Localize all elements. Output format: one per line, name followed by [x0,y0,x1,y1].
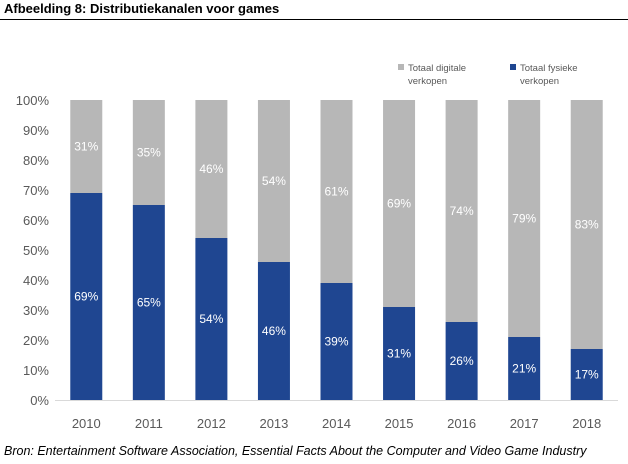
x-tick-label: 2014 [322,416,351,431]
bar-physical [445,322,478,400]
bar-physical [257,262,290,400]
data-label-physical: 54% [199,312,223,326]
legend-label: verkopen [520,76,559,87]
y-tick-label: 70% [23,183,49,198]
bar-digital [257,100,290,262]
y-tick-label: 30% [23,303,49,318]
legend-swatch-digital [398,64,404,70]
y-tick-label: 40% [23,273,49,288]
data-label-physical: 17% [575,368,599,382]
bar-digital [570,100,603,349]
bar-digital [383,100,416,307]
bar-physical [320,283,353,400]
data-label-digital: 69% [387,197,411,211]
y-tick-label: 50% [23,243,49,258]
figure-title: Afbeelding 8: Distributiekanalen voor ga… [4,1,280,16]
data-label-digital: 54% [262,174,286,188]
x-tick-label: 2010 [72,416,101,431]
bar-physical [132,205,165,400]
x-tick-label: 2011 [135,416,163,431]
y-tick-label: 100% [16,93,50,108]
data-label-digital: 83% [575,218,599,232]
bar-digital [195,100,228,238]
legend-swatch-physical [510,64,516,70]
x-tick-label: 2012 [197,416,226,431]
data-label-digital: 79% [512,212,536,226]
data-label-digital: 46% [199,162,223,176]
x-tick-label: 2017 [510,416,539,431]
x-tick-label: 2015 [385,416,414,431]
data-label-digital: 35% [137,146,161,160]
bar-digital [320,100,353,283]
y-tick-label: 0% [30,393,49,408]
source-note: Bron: Entertainment Software Association… [4,444,587,458]
bar-digital [445,100,478,322]
data-label-physical: 69% [74,290,98,304]
legend-label: verkopen [408,76,447,87]
y-tick-label: 90% [23,123,49,138]
data-label-physical: 46% [262,324,286,338]
data-label-physical: 39% [324,335,348,349]
bar-digital [132,100,165,205]
y-tick-label: 10% [23,363,49,378]
bar-physical [508,337,541,400]
bar-digital [508,100,541,337]
data-label-physical: 31% [387,347,411,361]
bar-physical [570,349,603,400]
data-label-digital: 31% [74,140,98,154]
x-tick-label: 2016 [447,416,476,431]
stacked-bar-chart: 0% 10% 20% 30% 40% 50% 60% 70% 80% 90% 100% 69% 31% 2… [16,63,618,431]
bar-physical [383,307,416,400]
bar-digital [70,100,103,193]
x-tick-label: 2013 [259,416,288,431]
legend-label: Totaal digitale [408,63,466,74]
data-label-physical: 21% [512,362,536,376]
data-label-physical: 65% [137,296,161,310]
y-tick-label: 80% [23,153,49,168]
y-tick-label: 20% [23,333,49,348]
bar-physical [70,193,103,400]
data-label-physical: 26% [450,354,474,368]
y-tick-label: 60% [23,213,49,228]
data-label-digital: 61% [324,185,348,199]
data-label-digital: 74% [450,204,474,218]
title-underline [0,19,628,20]
bar-physical [195,238,228,400]
legend-label: Totaal fysieke [520,63,578,74]
x-tick-label: 2018 [572,416,601,431]
